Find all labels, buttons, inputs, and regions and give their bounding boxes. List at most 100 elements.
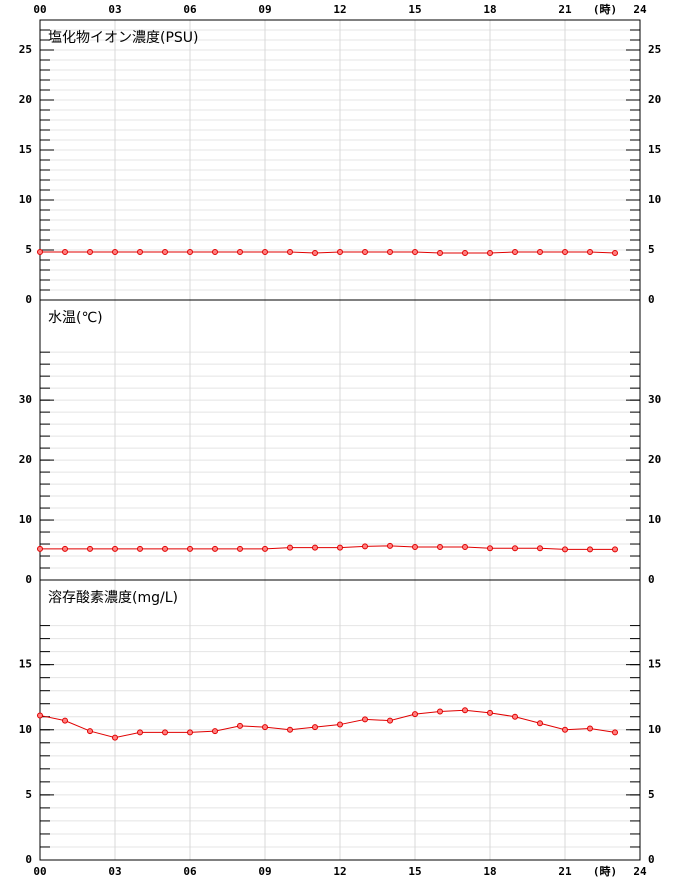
data-point: [562, 546, 568, 553]
data-point: [337, 249, 343, 255]
data-point: [512, 713, 518, 720]
data-point: [162, 729, 168, 736]
data-point: [562, 249, 568, 255]
data-point: [512, 249, 518, 255]
data-point: [137, 729, 143, 736]
data-point: [412, 711, 418, 718]
data-point: [587, 725, 593, 732]
x-tick-label: 15: [408, 3, 421, 16]
x-tick-label: 09: [258, 865, 271, 878]
y-tick-label: 5: [25, 243, 32, 256]
y-tick-label: 0: [648, 293, 655, 306]
x-axis-label: (時): [593, 864, 617, 878]
y-tick-label: 20: [19, 453, 32, 466]
data-point: [462, 707, 468, 714]
data-point: [337, 544, 343, 551]
data-point: [87, 249, 93, 255]
x-axis-label: (時): [593, 2, 617, 16]
y-tick-label: 30: [648, 393, 661, 406]
y-tick-label: 0: [648, 573, 655, 586]
data-point: [312, 250, 318, 256]
y-tick-label: 0: [25, 853, 32, 866]
data-point: [437, 544, 443, 551]
y-tick-label: 20: [648, 453, 661, 466]
data-point: [437, 250, 443, 256]
x-tick-label: 15: [408, 865, 421, 878]
data-point: [112, 734, 118, 741]
data-point: [412, 249, 418, 255]
data-point: [262, 545, 268, 552]
x-tick-label: 06: [183, 865, 197, 878]
x-tick-label: 00: [33, 865, 46, 878]
data-point: [512, 545, 518, 552]
data-point: [212, 728, 218, 735]
data-point: [362, 249, 368, 255]
data-point: [337, 721, 343, 728]
data-point: [462, 250, 468, 256]
data-point: [362, 543, 368, 550]
data-point: [162, 545, 168, 552]
data-point: [137, 545, 143, 552]
y-tick-label: 10: [648, 193, 661, 206]
y-tick-label: 0: [25, 573, 32, 586]
x-tick-label: 03: [108, 3, 121, 16]
data-point: [187, 249, 193, 255]
data-point: [562, 726, 568, 733]
data-point: [87, 545, 93, 552]
y-tick-label: 15: [19, 143, 32, 156]
y-tick-label: 5: [648, 243, 655, 256]
panel-title: 塩化物イオン濃度(PSU): [48, 30, 199, 46]
x-tick-label: 18: [483, 3, 496, 16]
x-tick-label: 24: [633, 865, 647, 878]
y-tick-label: 10: [648, 513, 661, 526]
y-tick-label: 0: [648, 853, 655, 866]
data-point: [37, 712, 43, 719]
data-point: [487, 250, 493, 256]
data-point: [87, 728, 93, 735]
data-point: [187, 545, 193, 552]
data-point: [487, 709, 493, 716]
data-point: [287, 726, 293, 733]
data-line: [39, 709, 616, 739]
y-tick-label: 30: [19, 393, 32, 406]
y-tick-label: 5: [25, 788, 32, 801]
panel-title: 水温(℃): [48, 310, 103, 326]
data-point: [287, 249, 293, 255]
data-point: [262, 249, 268, 255]
y-tick-label: 10: [19, 193, 32, 206]
x-tick-label: 24: [633, 3, 647, 16]
data-point: [212, 545, 218, 552]
data-line: [40, 251, 616, 254]
data-point: [112, 545, 118, 552]
data-point: [312, 544, 318, 551]
data-point: [237, 249, 243, 255]
data-point: [137, 249, 143, 255]
y-tick-label: 0: [25, 293, 32, 306]
y-tick-label: 5: [648, 788, 655, 801]
y-tick-label: 10: [19, 723, 32, 736]
x-tick-label: 09: [258, 3, 271, 16]
data-point: [587, 546, 593, 553]
data-point: [187, 729, 193, 736]
y-tick-label: 10: [19, 513, 32, 526]
x-tick-label: 03: [108, 865, 121, 878]
panel-title: 溶存酸素濃度(mg/L): [48, 590, 178, 606]
y-tick-label: 25: [19, 43, 32, 56]
x-tick-label: 12: [333, 865, 346, 878]
y-tick-label: 15: [648, 658, 661, 671]
data-point: [62, 545, 68, 552]
x-tick-label: 12: [333, 3, 346, 16]
data-point: [387, 542, 393, 549]
data-point: [462, 544, 468, 551]
y-tick-label: 15: [648, 143, 661, 156]
data-point: [237, 545, 243, 552]
panel-frame: [39, 579, 641, 861]
y-tick-label: 25: [648, 43, 661, 56]
y-tick-label: 15: [19, 658, 32, 671]
data-point: [612, 546, 618, 553]
x-tick-label: 21: [558, 865, 572, 878]
data-point: [62, 717, 68, 724]
data-point: [387, 717, 393, 724]
data-point: [587, 249, 593, 255]
